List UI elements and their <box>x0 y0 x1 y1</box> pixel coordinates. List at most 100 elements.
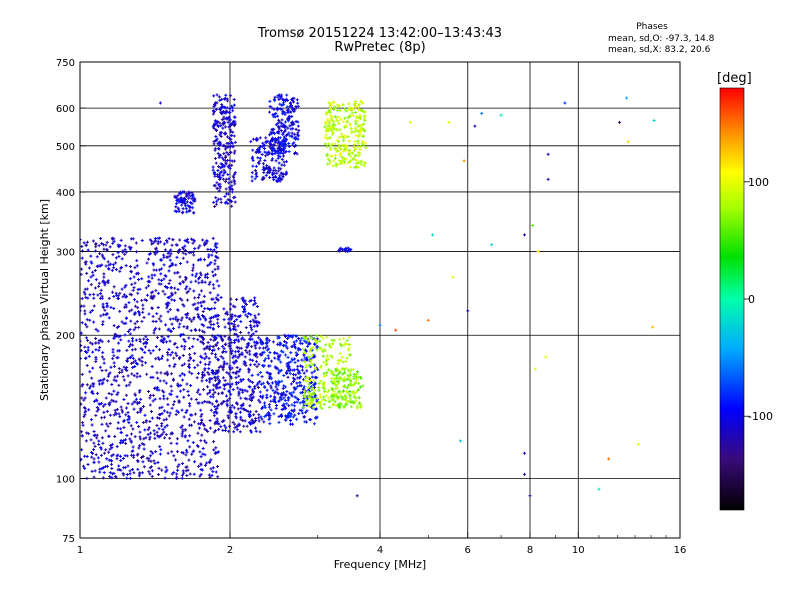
data-point <box>117 254 121 258</box>
data-point <box>188 472 192 476</box>
data-point <box>81 421 85 425</box>
data-point <box>287 131 291 135</box>
data-point <box>129 246 133 250</box>
data-point <box>102 257 106 261</box>
data-point <box>213 267 217 271</box>
data-point <box>297 412 301 416</box>
data-point <box>83 292 87 296</box>
data-point <box>191 441 195 445</box>
data-point <box>189 201 193 205</box>
data-point <box>291 107 295 111</box>
data-point <box>328 405 332 409</box>
data-point <box>267 347 271 351</box>
data-point <box>354 122 358 126</box>
data-point <box>153 432 157 436</box>
data-point <box>119 454 123 458</box>
data-point <box>123 333 127 337</box>
data-point <box>231 144 235 148</box>
data-point <box>281 391 285 395</box>
data-point <box>276 342 280 346</box>
data-point <box>113 434 117 438</box>
data-point <box>232 115 236 119</box>
data-point <box>287 396 291 400</box>
data-point <box>597 487 601 491</box>
data-point <box>253 177 257 181</box>
data-point <box>347 346 351 350</box>
data-point <box>111 348 115 352</box>
data-point <box>175 409 179 413</box>
data-point <box>107 316 111 320</box>
data-point <box>208 461 212 465</box>
data-point <box>343 341 347 345</box>
data-point <box>94 278 98 282</box>
data-point <box>235 401 239 405</box>
data-point <box>214 429 218 433</box>
data-point <box>201 238 205 242</box>
data-point <box>195 272 199 276</box>
data-point <box>268 176 272 180</box>
data-point <box>194 274 198 278</box>
data-point <box>281 175 285 179</box>
data-point <box>214 296 218 300</box>
data-point <box>90 455 94 459</box>
data-point <box>217 403 221 407</box>
data-point <box>348 106 352 110</box>
data-point <box>230 104 234 108</box>
data-point <box>274 385 278 389</box>
data-point <box>222 387 226 391</box>
data-point <box>228 166 232 170</box>
data-point <box>167 414 171 418</box>
y-tick-label: 200 <box>56 331 75 342</box>
data-point <box>101 304 105 308</box>
data-point <box>224 145 228 149</box>
data-point <box>310 353 314 357</box>
data-point <box>292 96 296 100</box>
data-point <box>279 349 283 353</box>
data-point <box>352 145 356 149</box>
data-point <box>356 107 360 111</box>
data-point <box>168 392 172 396</box>
data-point <box>533 367 537 371</box>
data-point <box>168 317 172 321</box>
data-point <box>288 105 292 109</box>
data-point <box>215 417 219 421</box>
data-point <box>280 143 284 147</box>
data-point <box>180 363 184 367</box>
data-point <box>618 120 622 124</box>
data-point <box>83 312 87 316</box>
data-point <box>172 298 176 302</box>
data-point <box>133 311 137 315</box>
data-point <box>155 251 159 255</box>
data-point <box>328 136 332 140</box>
data-point <box>190 413 194 417</box>
data-point <box>193 247 197 251</box>
data-point <box>180 298 184 302</box>
data-point <box>100 253 104 257</box>
data-point <box>282 163 286 167</box>
data-point <box>201 342 205 346</box>
data-point <box>294 353 298 357</box>
data-point <box>281 387 285 391</box>
data-point <box>248 422 252 426</box>
data-point <box>202 294 206 298</box>
data-point <box>180 473 184 477</box>
x-tick-label: 10 <box>572 545 585 556</box>
data-point <box>123 248 127 252</box>
data-point <box>173 362 177 366</box>
data-point <box>271 388 275 392</box>
data-point <box>216 265 220 269</box>
data-point <box>313 394 317 398</box>
data-point <box>169 286 173 290</box>
data-point <box>160 357 164 361</box>
data-point <box>185 285 189 289</box>
data-point <box>224 192 228 196</box>
data-point <box>279 342 283 346</box>
data-point <box>152 268 156 272</box>
data-point <box>313 355 317 359</box>
data-point <box>286 126 290 130</box>
data-point <box>256 373 260 377</box>
data-point <box>281 154 285 158</box>
data-point <box>297 369 301 373</box>
data-point <box>275 387 279 391</box>
data-point <box>336 362 340 366</box>
